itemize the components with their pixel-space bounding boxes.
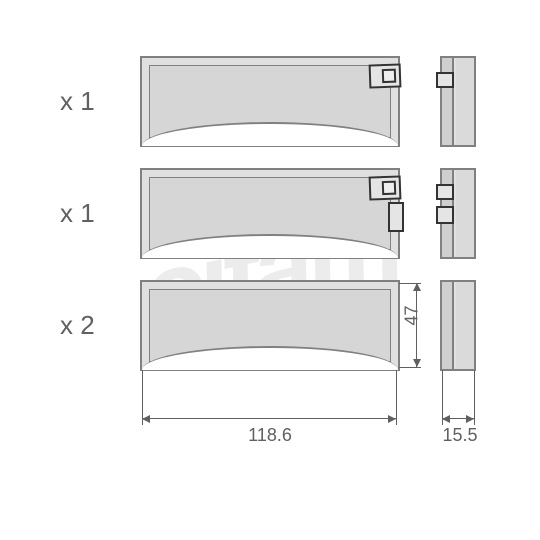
ext-line xyxy=(396,370,397,425)
brake-pad-front-row-2 xyxy=(140,168,400,259)
side-clip-2-icon xyxy=(436,206,454,224)
qty-row-1: x 1 xyxy=(60,86,95,117)
brake-pad-side-row-2 xyxy=(440,168,476,259)
backing-plate xyxy=(442,282,454,369)
ext-line xyxy=(399,367,421,368)
friction-material xyxy=(456,58,474,145)
dim-width-line xyxy=(142,418,396,419)
dim-height-label: 47 xyxy=(402,306,423,326)
brake-pad-front-row-3 xyxy=(140,280,400,371)
diagram-canvas: cifam x 1 x 1 x 2 118.6 47 xyxy=(0,0,540,540)
qty-row-2: x 1 xyxy=(60,198,95,229)
friction-material xyxy=(456,282,474,369)
dim-width-label: 118.6 xyxy=(240,425,300,446)
dim-thickness-line xyxy=(442,418,474,419)
dim-thickness-label: 15.5 xyxy=(438,425,482,446)
qty-row-3: x 2 xyxy=(60,310,95,341)
side-clip-icon xyxy=(436,72,454,88)
side-clip-icon xyxy=(436,184,454,200)
brake-pad-front-row-1 xyxy=(140,56,400,147)
friction-material xyxy=(456,170,474,257)
ext-line xyxy=(474,370,475,425)
side-retainer-clip-icon xyxy=(388,202,404,232)
brake-pad-side-row-3 xyxy=(440,280,476,371)
brake-pad-side-row-1 xyxy=(440,56,476,147)
wear-indicator-clip-icon xyxy=(369,63,402,88)
wear-indicator-clip-icon xyxy=(369,175,402,200)
